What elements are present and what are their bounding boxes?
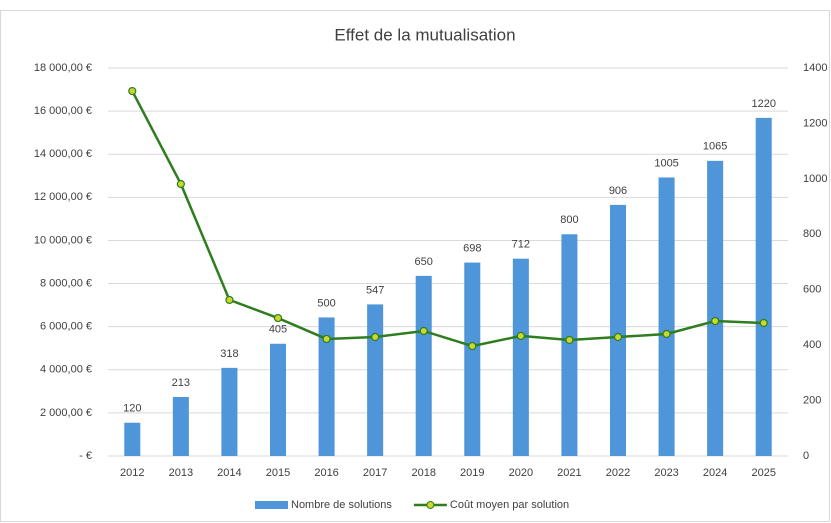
x-tick-label: 2024 xyxy=(703,467,727,479)
x-tick-label: 2013 xyxy=(169,467,193,479)
data-label: 906 xyxy=(609,185,627,197)
legend-swatch xyxy=(255,501,288,509)
y-tick-label: 16 000,00 € xyxy=(34,105,92,117)
bar xyxy=(124,422,141,456)
data-label: 712 xyxy=(512,239,530,251)
marker xyxy=(128,86,137,96)
bar xyxy=(464,262,481,456)
y2-tick-label: 800 xyxy=(803,228,821,240)
y-tick-label: 14 000,00 € xyxy=(34,148,92,160)
data-label: 405 xyxy=(269,324,287,336)
y-tick-label: - € xyxy=(79,450,92,462)
data-label: 800 xyxy=(560,214,578,226)
y2-tick-label: 1200 xyxy=(803,117,827,129)
data-label: 1220 xyxy=(751,98,775,110)
bar xyxy=(512,258,529,456)
x-tick-label: 2015 xyxy=(266,467,290,479)
legend-label: Nombre de solutions xyxy=(291,499,392,511)
data-label: 1065 xyxy=(703,141,727,153)
y-tick-label: 10 000,00 € xyxy=(34,234,92,246)
marker xyxy=(419,326,428,336)
marker xyxy=(711,316,720,326)
y2-tick-label: 600 xyxy=(803,284,821,296)
marker xyxy=(273,313,283,323)
y-tick-label: 8 000,00 € xyxy=(40,277,92,289)
y2-tick-label: 1000 xyxy=(803,173,827,185)
marker xyxy=(371,332,380,342)
y-tick-label: 18 000,00 € xyxy=(34,62,92,74)
chart-title: Effet de la mutualisation xyxy=(334,25,515,44)
marker xyxy=(225,295,234,305)
y2-tick-label: 1400 xyxy=(803,62,827,74)
y2-tick-label: 200 xyxy=(803,394,821,406)
y-tick-label: 6 000,00 € xyxy=(40,321,92,333)
x-tick-label: 2019 xyxy=(460,467,484,479)
bar xyxy=(658,177,675,456)
bar xyxy=(707,160,724,457)
marker xyxy=(759,318,768,328)
bar xyxy=(269,343,287,456)
x-tick-label: 2014 xyxy=(217,467,241,479)
data-label: 650 xyxy=(415,256,433,268)
marker xyxy=(613,332,623,342)
bar xyxy=(318,317,335,456)
y2-tick-label: 400 xyxy=(803,339,821,351)
x-tick-label: 2025 xyxy=(751,467,775,479)
bar xyxy=(561,234,578,456)
marker xyxy=(516,331,525,341)
y-tick-label: 12 000,00 € xyxy=(34,191,92,203)
y-tick-label: 2 000,00 € xyxy=(40,407,92,419)
data-label: 1005 xyxy=(654,157,678,169)
marker xyxy=(662,329,671,339)
x-tick-label: 2016 xyxy=(314,467,338,479)
x-tick-label: 2018 xyxy=(411,467,435,479)
data-label: 698 xyxy=(463,242,481,254)
y2-tick-label: 0 xyxy=(803,450,809,462)
data-label: 500 xyxy=(317,297,335,309)
data-label: 318 xyxy=(220,348,238,360)
bar xyxy=(221,367,238,456)
x-tick-label: 2017 xyxy=(363,467,387,479)
data-label: 547 xyxy=(366,284,384,296)
bar xyxy=(367,304,384,456)
bar xyxy=(415,275,432,456)
bar xyxy=(755,117,772,456)
data-label: 213 xyxy=(172,377,190,389)
x-tick-label: 2021 xyxy=(557,467,581,479)
marker xyxy=(565,335,574,345)
x-tick-label: 2020 xyxy=(509,467,533,479)
x-tick-label: 2012 xyxy=(120,467,144,479)
marker xyxy=(468,341,477,351)
bar xyxy=(172,396,189,456)
legend-label: Coût moyen par solution xyxy=(450,499,569,511)
marker xyxy=(322,334,331,344)
legend-marker xyxy=(426,501,435,509)
y-tick-label: 4 000,00 € xyxy=(40,364,92,376)
data-label: 120 xyxy=(123,403,141,415)
x-tick-label: 2022 xyxy=(606,467,630,479)
x-tick-label: 2023 xyxy=(654,467,678,479)
bar xyxy=(609,204,627,456)
marker xyxy=(176,179,185,189)
line xyxy=(131,90,764,348)
